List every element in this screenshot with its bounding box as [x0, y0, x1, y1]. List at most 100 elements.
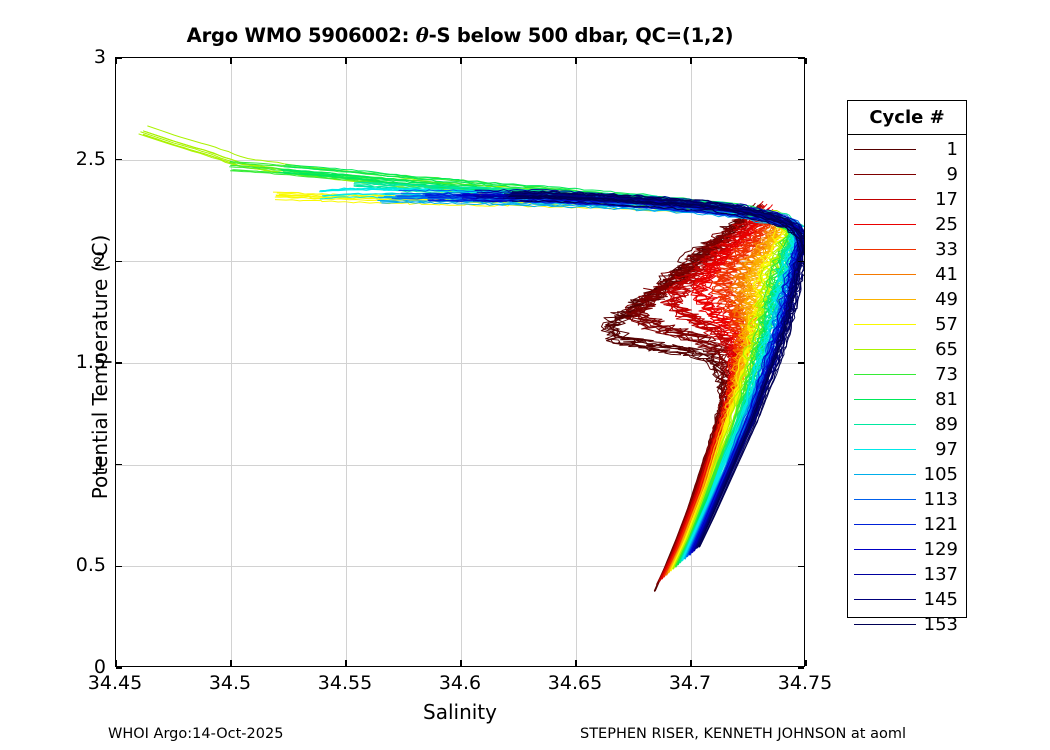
legend-row[interactable]: 137: [848, 562, 966, 587]
legend-label: 97: [935, 439, 958, 460]
legend-row[interactable]: 33: [848, 237, 966, 262]
legend-row[interactable]: 121: [848, 512, 966, 537]
legend-color-swatch: [854, 349, 916, 350]
x-tick-label: 34.6: [438, 672, 482, 694]
chart-title: Argo WMO 5906002: θ-S below 500 dbar, QC…: [115, 24, 805, 47]
legend-color-swatch: [854, 374, 916, 375]
x-tick-label: 34.7: [668, 672, 712, 694]
profile-line: [516, 195, 804, 547]
legend-color-swatch: [854, 424, 916, 425]
x-tick-label: 34.55: [317, 672, 373, 694]
legend-color-swatch: [854, 574, 916, 575]
x-tick-mark: [460, 58, 462, 64]
data-layer: [138, 125, 804, 592]
legend-row[interactable]: 41: [848, 262, 966, 287]
gridline-vertical: [576, 58, 577, 666]
y-tick-label: 0: [93, 656, 106, 678]
x-tick-mark: [690, 58, 692, 64]
profile-line: [511, 190, 804, 546]
legend-label: 25: [935, 214, 958, 235]
legend-row[interactable]: 17: [848, 187, 966, 212]
legend-row[interactable]: 57: [848, 312, 966, 337]
legend-color-swatch: [854, 449, 916, 450]
footer-right: STEPHEN RISER, KENNETH JOHNSON at aoml: [580, 726, 906, 742]
legend-label: 1: [946, 139, 958, 160]
x-tick-label: 34.45: [87, 672, 143, 694]
legend-row[interactable]: 89: [848, 412, 966, 437]
y-tick-mark: [798, 667, 804, 669]
legend-label: 73: [935, 364, 958, 385]
chart-title-prefix: Argo WMO 5906002:: [186, 24, 416, 47]
legend-row[interactable]: 97: [848, 437, 966, 462]
legend-label: 113: [923, 489, 958, 510]
legend-color-swatch: [854, 549, 916, 550]
legend-color-swatch: [854, 149, 916, 150]
legend-color-swatch: [854, 324, 916, 325]
legend-color-swatch: [854, 499, 916, 500]
legend-label: 33: [935, 239, 958, 260]
gridline-horizontal: [116, 464, 804, 466]
x-tick-mark: [345, 58, 347, 64]
legend-label: 57: [935, 314, 958, 335]
legend: Cycle # 1 9 17 25 33 41 49 57 65 73 81 89 97 105 113 12…: [847, 100, 967, 635]
legend-row[interactable]: 105: [848, 462, 966, 487]
legend-row[interactable]: 25: [848, 212, 966, 237]
y-tick-label: 1.5: [75, 351, 106, 373]
x-tick-mark: [230, 660, 232, 666]
legend-label: 41: [935, 264, 958, 285]
x-axis-label: Salinity: [423, 700, 497, 724]
legend-color-swatch: [854, 599, 916, 600]
x-tick-mark: [460, 660, 462, 666]
y-tick-mark: [798, 158, 804, 161]
legend-row[interactable]: 113: [848, 487, 966, 512]
legend-label: 105: [923, 464, 958, 485]
x-tick-label: 34.75: [777, 672, 833, 694]
legend-color-swatch: [854, 224, 916, 225]
legend-color-swatch: [854, 399, 916, 400]
gridline-horizontal: [116, 261, 804, 263]
gridline-vertical: [346, 58, 347, 666]
legend-label: 129: [923, 539, 958, 560]
y-tick-label: 2.5: [75, 147, 106, 170]
legend-row[interactable]: 81: [848, 387, 966, 412]
legend-label: 9: [946, 164, 958, 185]
legend-label: 137: [923, 564, 958, 585]
legend-title: Cycle #: [848, 101, 966, 135]
legend-row[interactable]: 49: [848, 287, 966, 312]
gridline-vertical: [691, 58, 692, 666]
legend-row[interactable]: 129: [848, 537, 966, 562]
gridline-horizontal: [116, 159, 804, 161]
y-tick-mark: [116, 667, 122, 669]
y-tick-label: 0.5: [75, 554, 106, 577]
y-axis-label: Potential Temperature (oC): [88, 234, 112, 500]
y-tick-mark: [116, 463, 122, 466]
gridline-vertical: [461, 58, 462, 666]
legend-row[interactable]: 145: [848, 587, 966, 612]
gridline-horizontal: [116, 363, 804, 364]
legend-label: 153: [923, 614, 958, 635]
x-tick-mark: [690, 660, 692, 666]
legend-rows: 1 9 17 25 33 41 49 57 65 73 81 89 97 105 113 121 129 137 1…: [848, 135, 966, 637]
degree-symbol: o: [89, 256, 105, 265]
legend-row[interactable]: 9: [848, 162, 966, 187]
grid-layer: [116, 58, 804, 666]
chart-title-suffix: -S below 500 dbar, QC=(1,2): [428, 24, 734, 47]
x-tick-mark: [230, 58, 232, 64]
plot-area: [115, 57, 807, 669]
profile-line: [665, 221, 773, 576]
legend-row[interactable]: 1: [848, 137, 966, 162]
profile-line: [658, 207, 761, 582]
legend-color-swatch: [854, 199, 916, 200]
x-tick-label: 34.65: [547, 672, 603, 694]
x-tick-mark: [805, 660, 807, 666]
legend-label: 49: [935, 289, 958, 310]
legend-color-swatch: [854, 249, 916, 250]
legend-row[interactable]: 73: [848, 362, 966, 387]
x-tick-mark: [115, 58, 117, 64]
theta-symbol: θ: [415, 24, 429, 47]
legend-row[interactable]: 153: [848, 612, 966, 637]
y-tick-mark: [798, 362, 804, 364]
legend-row[interactable]: 65: [848, 337, 966, 362]
y-tick-mark: [116, 362, 122, 364]
